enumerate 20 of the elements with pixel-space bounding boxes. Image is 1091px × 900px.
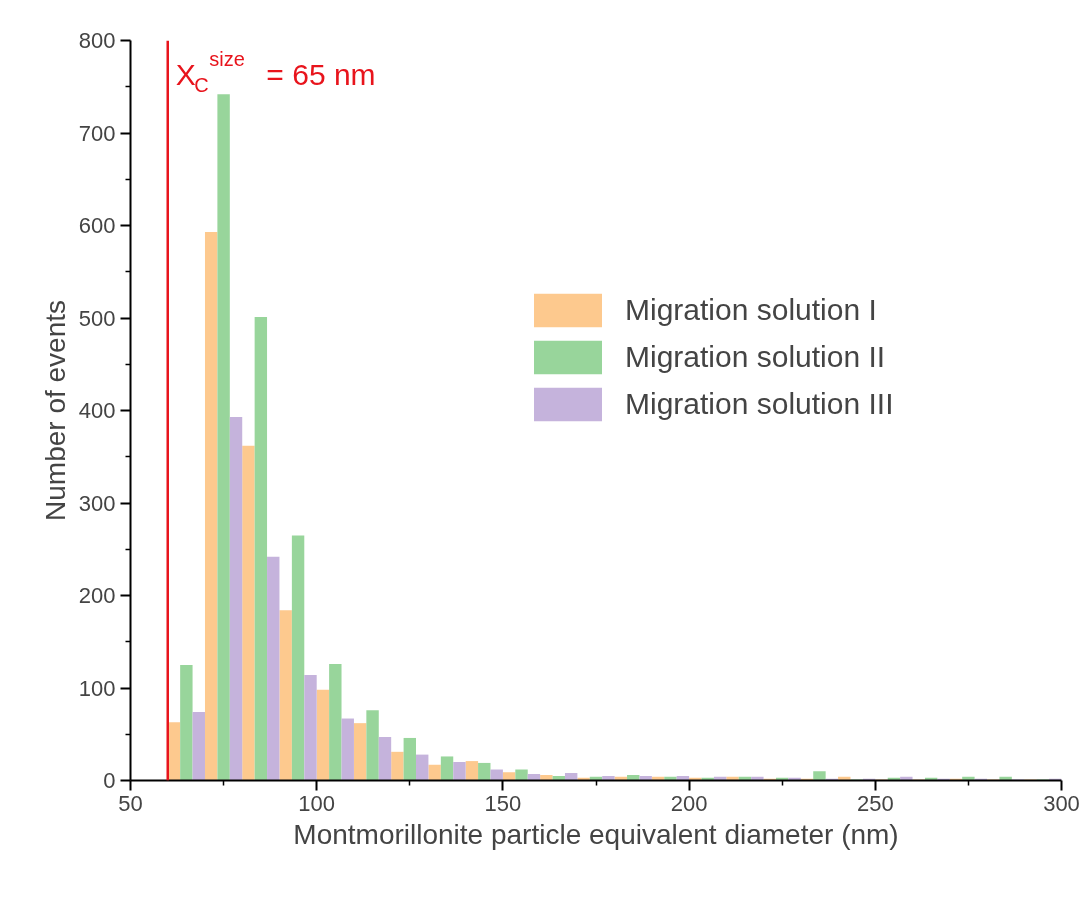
legend-label: Migration solution I — [625, 293, 877, 327]
y-tick-label: 600 — [78, 213, 116, 238]
y-tick-label: 700 — [78, 120, 116, 146]
y-tick-label: 400 — [78, 398, 116, 423]
x-tick-label: 50 — [118, 790, 143, 816]
x-tick-label: 150 — [484, 790, 522, 816]
legend-label: Migration solution III — [625, 387, 894, 421]
x-axis-title: Montmorillonite particle equivalent diameter (nm) — [293, 818, 899, 850]
y-tick-label: 800 — [78, 28, 116, 53]
y-tick-label: 0 — [103, 768, 116, 793]
x-tick-label: 250 — [856, 790, 894, 816]
y-axis-title: Number of events — [39, 300, 71, 521]
y-tick-label: 300 — [78, 490, 116, 516]
x-tick-label: 100 — [298, 790, 336, 816]
y-tick-label: 100 — [78, 675, 116, 701]
y-tick-label: 500 — [78, 305, 116, 331]
x-tick-label: 200 — [670, 790, 708, 816]
legend-label: Migration solution II — [625, 340, 886, 374]
y-tick-label: 200 — [78, 583, 116, 608]
x-tick-label: 300 — [1043, 790, 1080, 816]
